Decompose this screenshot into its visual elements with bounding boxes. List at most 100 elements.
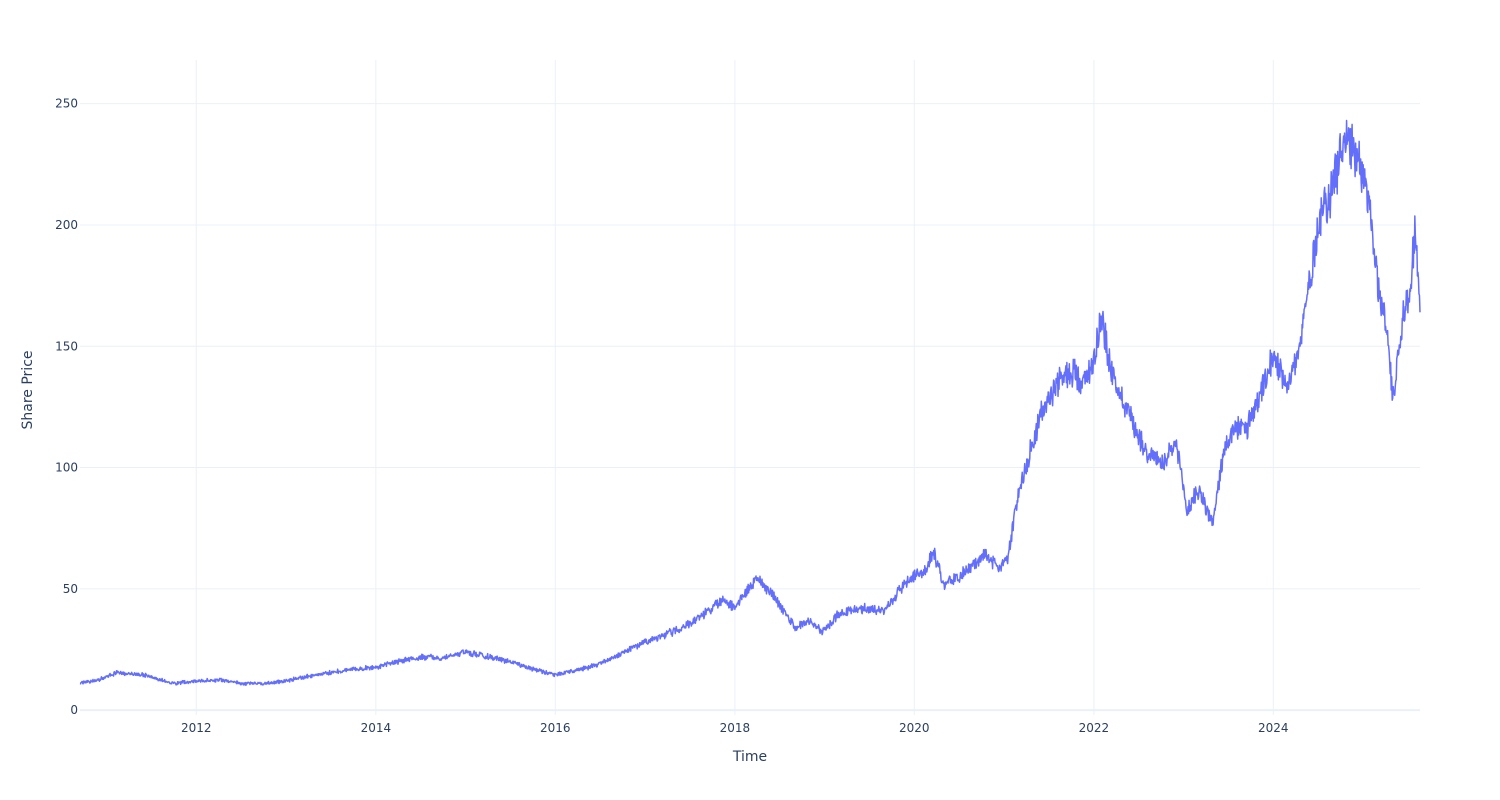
data-point xyxy=(1100,314,1102,316)
data-point xyxy=(1051,391,1053,393)
data-point xyxy=(352,668,354,670)
y-tick-label: 250 xyxy=(55,97,78,111)
data-point xyxy=(1175,442,1177,444)
data-point xyxy=(860,607,862,609)
x-axis-title: Time xyxy=(732,749,767,765)
data-point xyxy=(1325,200,1327,202)
y-tick-label: 100 xyxy=(55,461,78,475)
data-point xyxy=(704,612,706,614)
data-point xyxy=(1309,272,1311,274)
plot-area xyxy=(79,60,1421,715)
data-point xyxy=(172,682,174,684)
data-point xyxy=(1364,175,1366,177)
data-point xyxy=(1212,522,1214,524)
data-point xyxy=(1298,350,1300,352)
data-point xyxy=(531,668,533,670)
data-point xyxy=(1082,384,1084,386)
data-point xyxy=(464,651,466,653)
data-point xyxy=(1074,369,1076,371)
data-point xyxy=(1029,452,1031,454)
data-point xyxy=(958,576,960,578)
data-point xyxy=(924,568,926,570)
data-point xyxy=(821,631,823,633)
data-point xyxy=(217,679,219,681)
y-tick-label: 200 xyxy=(55,218,78,232)
data-point xyxy=(1392,398,1394,400)
data-point xyxy=(1063,374,1065,376)
y-tick-label: 0 xyxy=(70,703,78,717)
data-point xyxy=(591,665,593,667)
data-point xyxy=(883,609,885,611)
data-point xyxy=(116,671,118,673)
data-point xyxy=(1287,381,1289,383)
data-point xyxy=(1409,287,1411,289)
data-point xyxy=(658,636,660,638)
data-point xyxy=(905,580,907,582)
y-axis-title: Share Price xyxy=(20,350,36,429)
data-point xyxy=(1111,374,1113,376)
data-point xyxy=(266,682,268,684)
data-point xyxy=(1377,284,1379,286)
x-tick-label: 2016 xyxy=(540,721,571,735)
data-point xyxy=(984,554,986,556)
x-tick-label: 2012 xyxy=(181,721,212,735)
data-point xyxy=(375,666,377,668)
data-point xyxy=(1370,219,1372,221)
y-tick-label: 150 xyxy=(55,339,78,353)
data-point xyxy=(569,670,571,672)
data-point xyxy=(142,674,144,676)
series-layer xyxy=(79,119,1421,686)
data-point xyxy=(1093,357,1095,359)
y-tick-label: 50 xyxy=(63,582,78,596)
data-point xyxy=(195,680,197,682)
x-tick-label: 2022 xyxy=(1079,721,1110,735)
data-point xyxy=(554,674,556,676)
data-point xyxy=(614,656,616,658)
data-point xyxy=(722,597,724,599)
x-tick-label: 2014 xyxy=(361,721,392,735)
data-point xyxy=(771,593,773,595)
data-point xyxy=(995,566,997,568)
x-tick-label: 2024 xyxy=(1258,721,1289,735)
x-tick-label: 2020 xyxy=(899,721,930,735)
data-point xyxy=(681,626,683,628)
data-point xyxy=(79,682,81,684)
data-point xyxy=(756,578,758,580)
data-point xyxy=(1414,226,1416,228)
data-point xyxy=(486,656,488,658)
data-point xyxy=(1403,309,1405,311)
data-point xyxy=(1145,449,1147,451)
data-point xyxy=(793,626,795,628)
data-point xyxy=(644,641,646,643)
data-point xyxy=(240,682,242,684)
data-point xyxy=(1163,464,1165,466)
data-point xyxy=(1006,559,1008,561)
data-point xyxy=(1122,398,1124,400)
data-point xyxy=(943,583,945,585)
data-point xyxy=(1343,132,1345,134)
x-tick-label: 2018 xyxy=(720,721,751,735)
data-point xyxy=(329,671,331,673)
data-point xyxy=(1223,447,1225,449)
data-point xyxy=(734,607,736,609)
data-point xyxy=(1186,510,1188,512)
data-point xyxy=(98,679,100,681)
data-point xyxy=(1040,413,1042,415)
x-axis: 2012 2014 2016 2018 2020 2022 2024 xyxy=(181,721,1289,735)
data-point xyxy=(808,619,810,621)
data-point xyxy=(397,660,399,662)
data-point xyxy=(1272,357,1274,359)
y-axis: 0 50 100 150 200 250 xyxy=(55,97,78,717)
data-point xyxy=(1354,151,1356,153)
data-point xyxy=(509,660,511,662)
data-point xyxy=(932,551,934,553)
data-point xyxy=(1246,428,1248,430)
data-point xyxy=(1332,187,1334,189)
data-point xyxy=(744,593,746,595)
data-point xyxy=(1197,488,1199,490)
data-point xyxy=(285,680,287,682)
data-point xyxy=(419,656,421,658)
data-point xyxy=(307,675,309,677)
